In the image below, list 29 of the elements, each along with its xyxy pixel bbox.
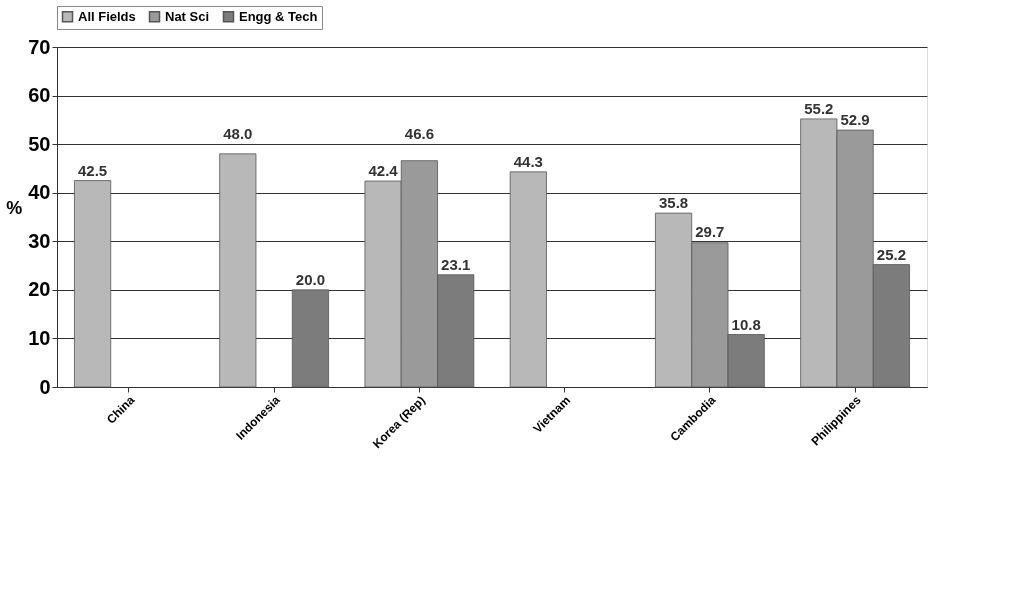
data-label: 42.5	[77, 161, 108, 179]
data-label: 55.2	[804, 99, 834, 117]
data-label: 35.8	[658, 194, 689, 212]
y-tick-label: 30	[28, 229, 51, 252]
data-label: 25.2	[876, 245, 907, 263]
bar	[219, 153, 257, 388]
data-label: 48.0	[223, 124, 253, 142]
y-tick-label: 50	[28, 132, 51, 155]
y-tick-label: 60	[28, 84, 51, 107]
data-label: 10.8	[731, 315, 761, 333]
legend-label: Nat Sci	[165, 8, 210, 24]
y-tick-label: 0	[39, 375, 51, 398]
y-axis-title: %	[6, 197, 23, 218]
bar	[74, 180, 112, 388]
data-label: 20.0	[295, 270, 326, 288]
data-label: 29.7	[695, 222, 725, 240]
bar	[509, 171, 547, 388]
data-label: 23.1	[441, 255, 471, 273]
y-tick-label: 40	[28, 181, 51, 204]
data-label: 52.9	[840, 111, 870, 129]
y-tick-label: 10	[28, 326, 51, 349]
legend-label: Engg & Tech	[239, 8, 318, 24]
data-label: 42.4	[368, 162, 399, 180]
data-label: 46.6	[404, 124, 434, 142]
y-tick-label: 20	[28, 278, 51, 301]
data-label: 44.3	[513, 152, 543, 170]
bar	[291, 289, 329, 388]
y-tick-label: 70	[28, 35, 51, 58]
legend-label: All Fields	[78, 8, 136, 24]
